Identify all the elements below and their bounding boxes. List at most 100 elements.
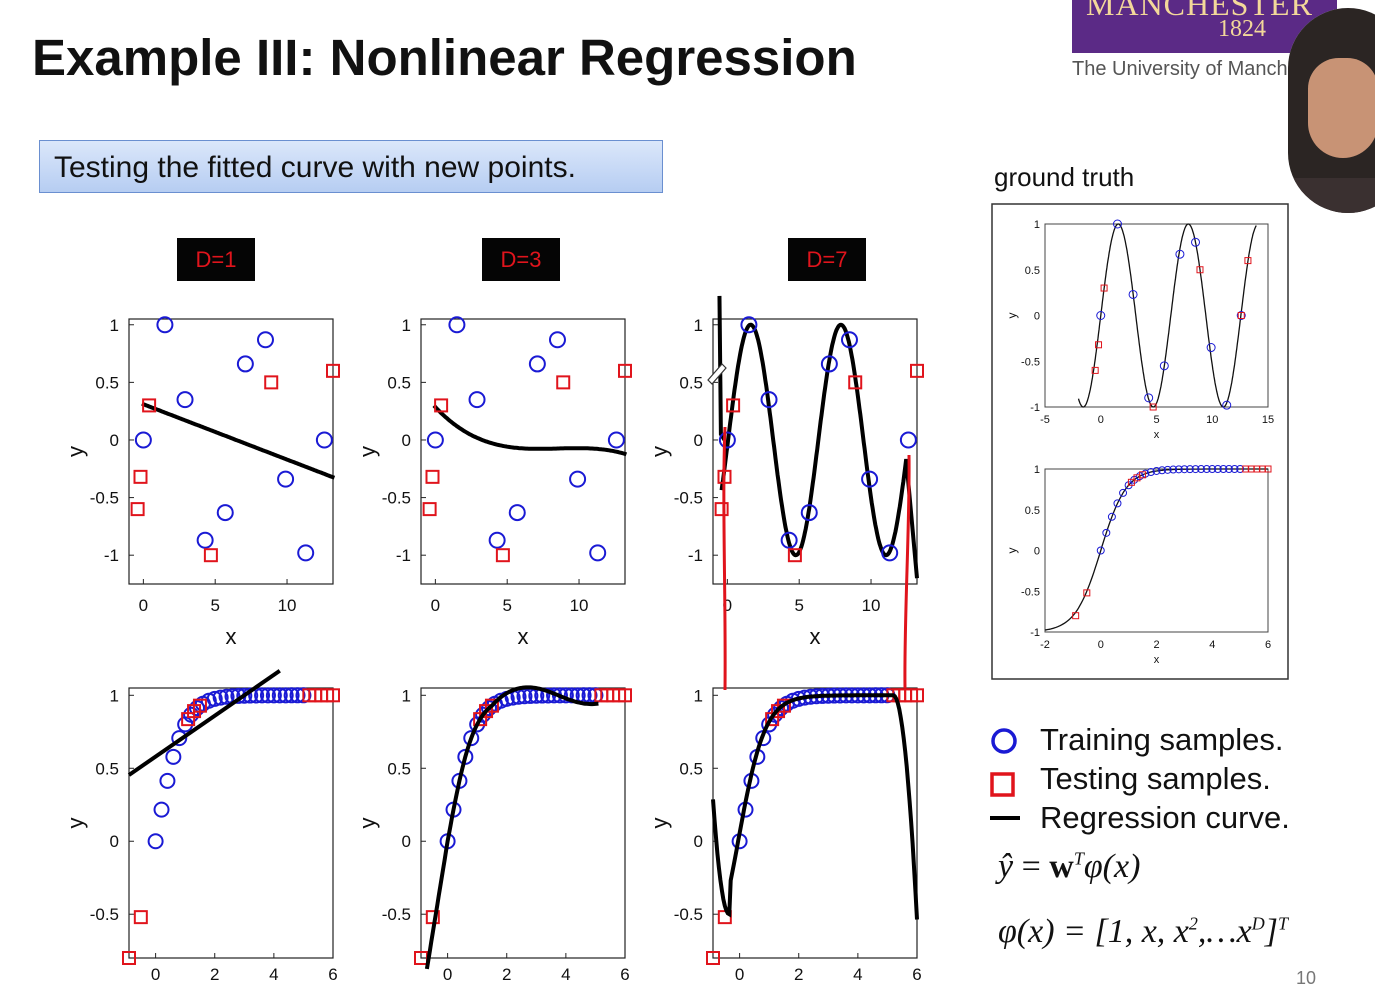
gt-testing-point (1139, 471, 1147, 479)
gt-training-point (1096, 546, 1105, 555)
gt-testing-point (1127, 478, 1135, 486)
gt-training-point (1224, 465, 1233, 474)
training-point (134, 431, 152, 449)
xtick-label: 0 (735, 965, 744, 984)
training-point (153, 801, 170, 818)
testing-point (422, 502, 437, 517)
gt-x-axis-label: x (1154, 654, 1160, 666)
training-point (508, 504, 526, 522)
y-axis-label: y (355, 446, 380, 457)
legend-square-icon (990, 772, 1015, 797)
gt-training-point (1174, 465, 1183, 474)
ytick-label: 0 (402, 431, 411, 450)
gt-axes-box (1044, 468, 1269, 633)
regression-curve (424, 685, 599, 970)
testing-point (848, 375, 863, 390)
ytick-label: 0 (110, 832, 119, 851)
xtick-label: 5 (210, 596, 219, 615)
legend-circle-icon (991, 728, 1017, 754)
ytick-label: -0.5 (674, 489, 703, 508)
training-point (881, 544, 899, 562)
gt-training-point (1213, 465, 1222, 474)
xtick-label: 10 (278, 596, 297, 615)
gt-ytick-label: -0.5 (1021, 586, 1040, 598)
axes-box-sig-0 (128, 687, 334, 959)
gt-curve (1044, 468, 1268, 631)
testing-point (706, 951, 720, 965)
y-axis-label: y (63, 446, 88, 457)
testing-point (776, 698, 791, 713)
training-point (528, 355, 546, 373)
training-point (760, 391, 778, 409)
gt-xtick-label: 4 (1209, 639, 1215, 651)
training-point (800, 504, 818, 522)
gt-xtick-label: 10 (1206, 414, 1218, 426)
testing-point (192, 698, 207, 713)
training-point (277, 687, 294, 704)
xtick-label: 5 (502, 596, 511, 615)
gt-ytick-label: 0.5 (1025, 505, 1040, 517)
training-point (861, 470, 879, 488)
training-point (196, 531, 214, 549)
ytick-label: -0.5 (382, 489, 411, 508)
regression-curve (432, 404, 628, 457)
degree-label-d1: D=1 (177, 238, 255, 281)
training-point (551, 687, 568, 704)
gt-ytick-label: 1 (1034, 464, 1040, 476)
training-point (899, 431, 917, 449)
gt-xtick-label: 5 (1153, 414, 1159, 426)
training-point (256, 331, 274, 349)
gt-training-point (1191, 237, 1201, 247)
formula-basis: φ(x) = [1, x, x2,…xD]T (998, 913, 1288, 950)
axes-box-sine-1 (420, 318, 626, 585)
gt-xtick-label: 6 (1265, 639, 1271, 651)
ytick-label: 0.5 (95, 759, 119, 778)
axes-box-sine-2 (712, 318, 918, 585)
gt-xtick-label: 0 (1098, 414, 1104, 426)
x-axis-label: x (810, 624, 821, 649)
training-point (426, 431, 444, 449)
ytick-label: 1 (402, 686, 411, 705)
gt-ytick-label: 0 (1034, 546, 1040, 558)
ytick-label: 0 (694, 832, 703, 851)
gt-ytick-label: -0.5 (1021, 356, 1040, 368)
annotation-line-right (903, 454, 911, 689)
ytick-label: 0.5 (679, 373, 703, 392)
gt-y-axis-label: y (1005, 313, 1019, 319)
regression-curve (141, 401, 336, 480)
regression-curve (127, 669, 281, 777)
xtick-label: 0 (431, 596, 440, 615)
gt-training-point (1146, 468, 1155, 477)
xtick-label: 5 (794, 596, 803, 615)
xtick-label: 10 (570, 596, 589, 615)
gt-testing-point (1244, 257, 1252, 265)
gt-training-point (1191, 465, 1200, 474)
training-point (840, 331, 858, 349)
training-point (265, 687, 282, 704)
annotation-line-left (722, 426, 727, 691)
gt-xtick-label: -2 (1040, 639, 1050, 651)
gt-xtick-label: -5 (1040, 414, 1050, 426)
training-point (218, 688, 235, 705)
training-point (820, 355, 838, 373)
ytick-label: 1 (694, 686, 703, 705)
gt-training-point (1222, 400, 1232, 410)
formula-prediction: ŷ = wTφ(x) (998, 848, 1141, 885)
slide-title: Example III: Nonlinear Regression (32, 29, 857, 86)
gt-training-point (1197, 465, 1206, 474)
gt-testing-point (1091, 366, 1099, 374)
y-axis-label: y (355, 818, 380, 829)
gt-ytick-label: 1 (1034, 219, 1040, 231)
ytick-label: -1 (688, 546, 703, 565)
x-axis-label: x (518, 624, 529, 649)
gt-ytick-label: 0.5 (1025, 265, 1040, 277)
gt-testing-point (1149, 403, 1157, 411)
ytick-label: 0.5 (679, 759, 703, 778)
testing-point (910, 688, 924, 703)
testing-point (203, 548, 218, 563)
training-point (236, 355, 254, 373)
degree-label-d7: D=7 (788, 238, 866, 281)
gt-ytick-label: -1 (1030, 627, 1040, 639)
training-point (165, 748, 182, 765)
